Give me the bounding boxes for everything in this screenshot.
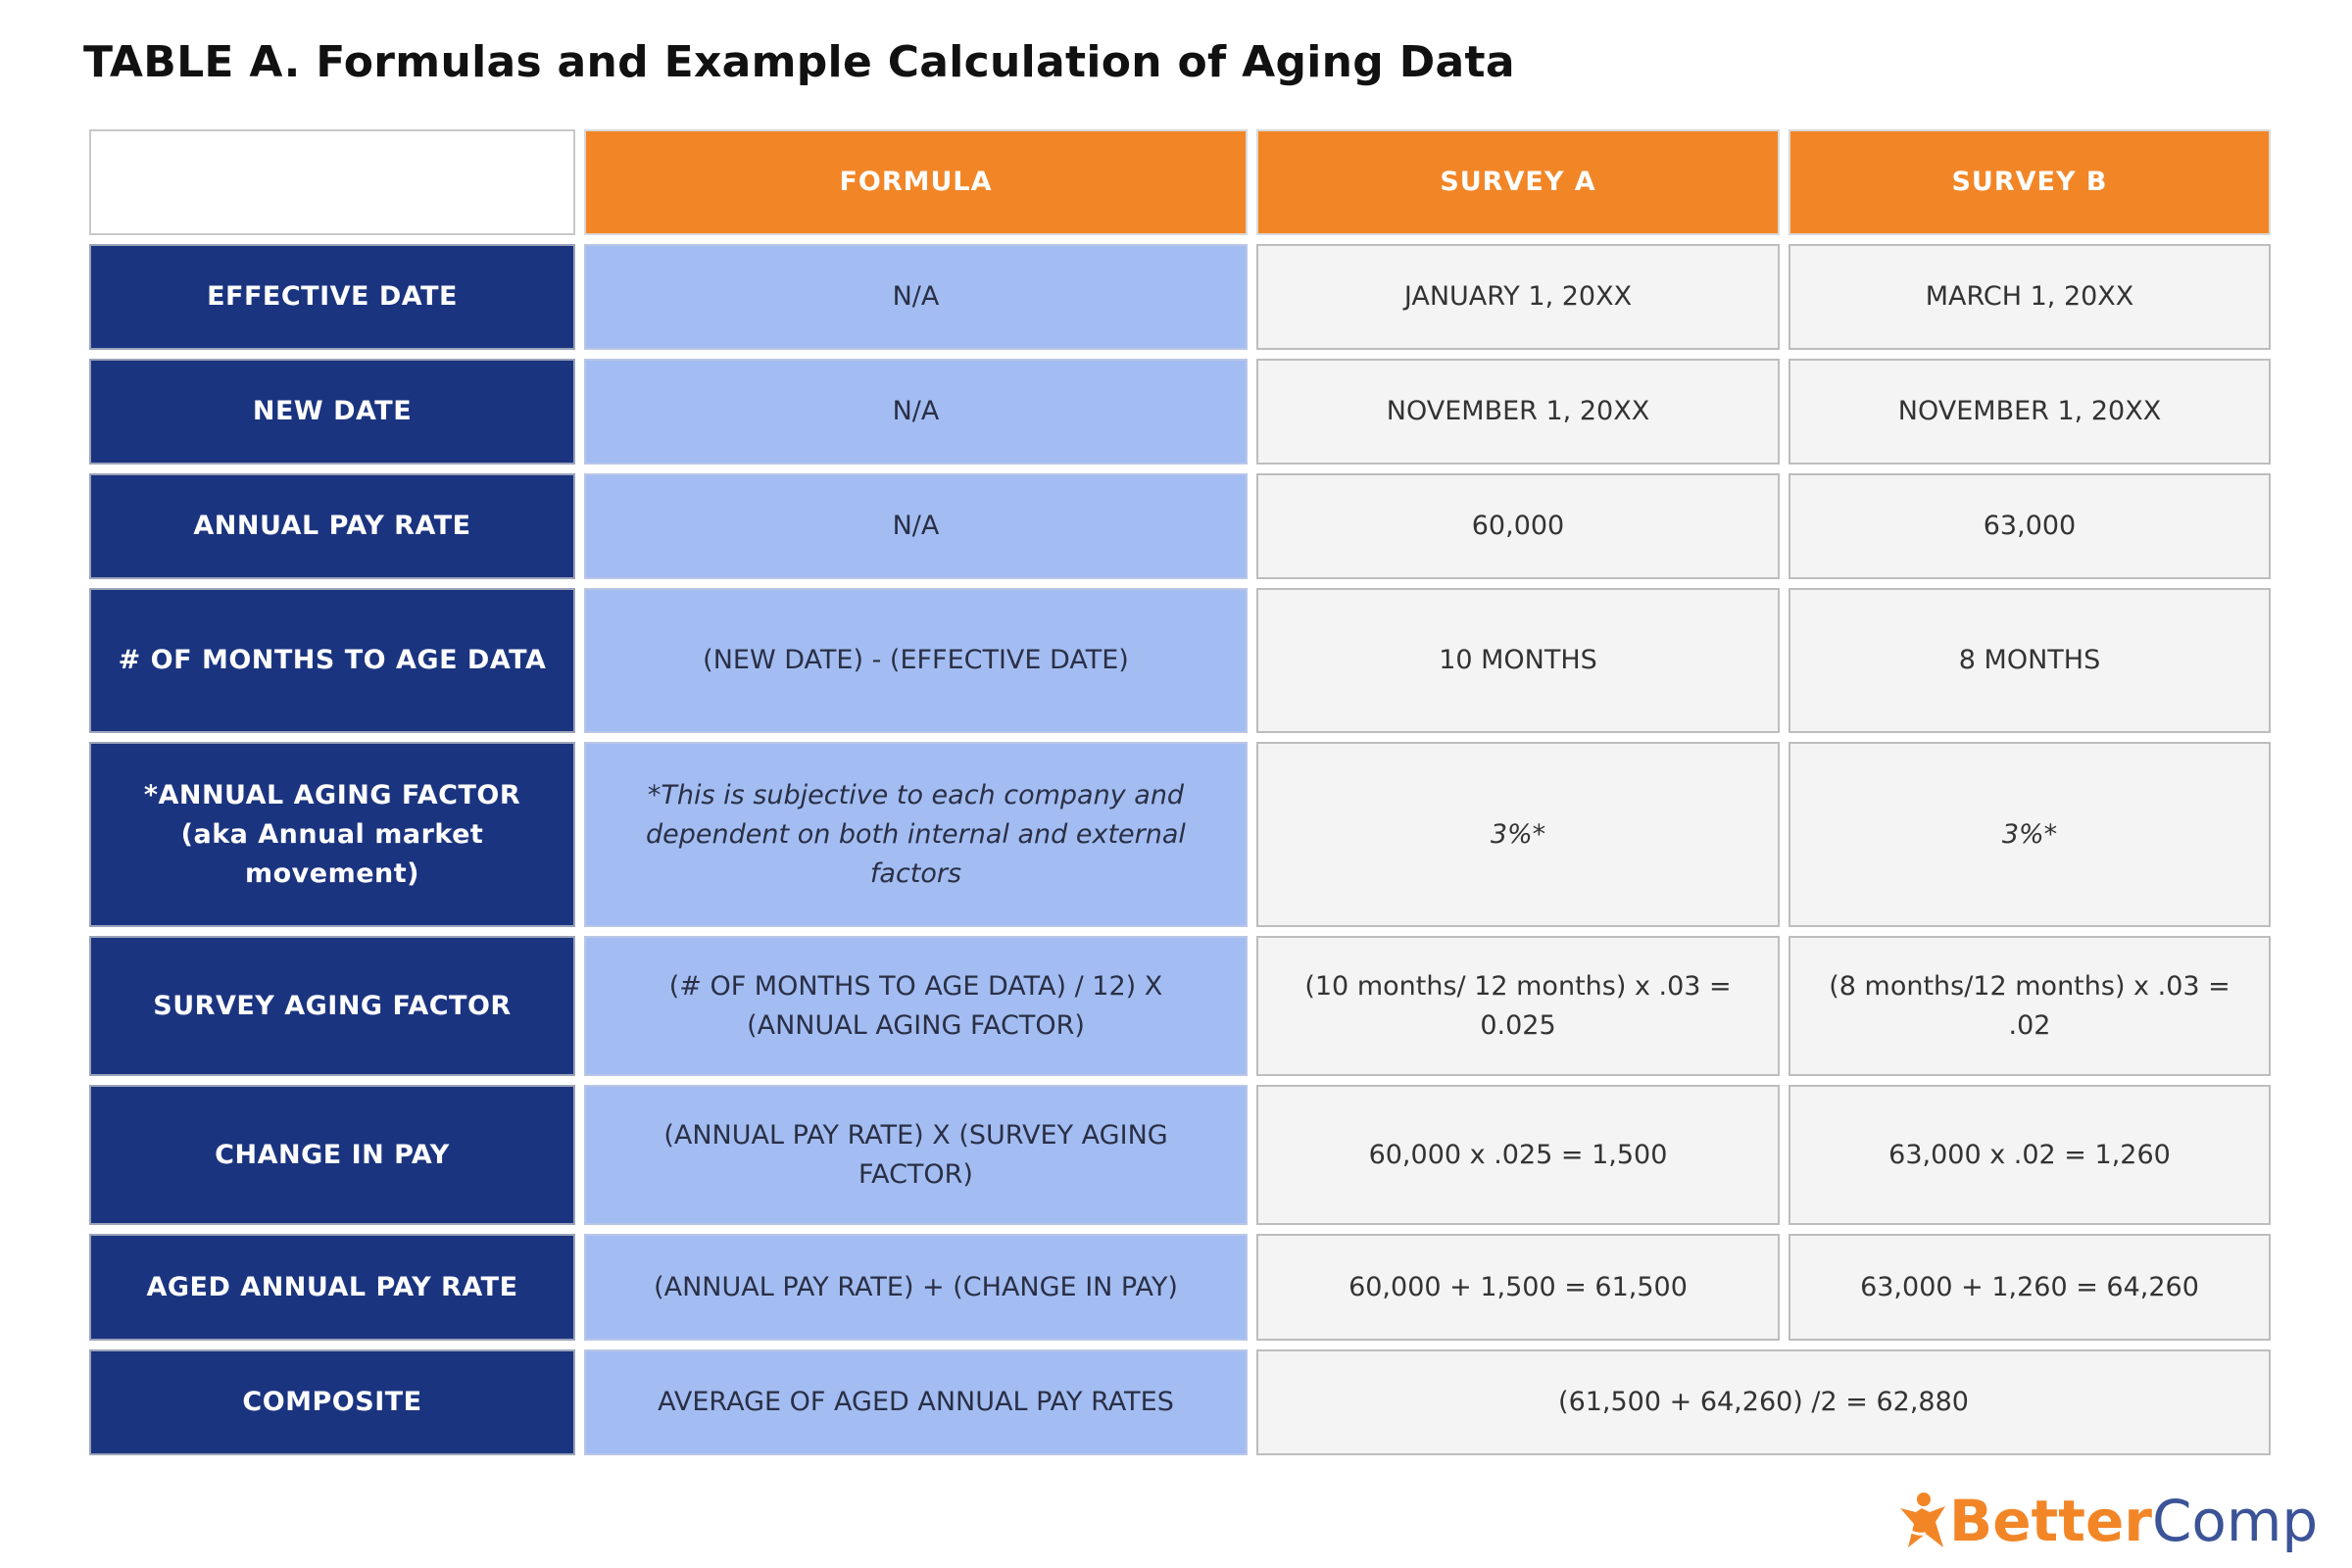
- survey-a-cell: NOVEMBER 1, 20XX: [1256, 359, 1780, 465]
- header-formula: FORMULA: [584, 129, 1248, 235]
- logo-text-comp: Comp: [2151, 1488, 2319, 1554]
- table-title: TABLE A. Formulas and Example Calculatio…: [83, 37, 1515, 87]
- formula-cell: (ANNUAL PAY RATE) + (CHANGE IN PAY): [584, 1234, 1248, 1341]
- row-label: AGED ANNUAL PAY RATE: [89, 1234, 575, 1341]
- survey-b-cell: MARCH 1, 20XX: [1788, 244, 2271, 350]
- formula-cell: N/A: [584, 473, 1248, 579]
- formula-cell: N/A: [584, 244, 1248, 350]
- survey-b-cell: 63,000 x .02 = 1,260: [1788, 1085, 2271, 1225]
- survey-b-cell: (8 months/12 months) x .03 = .02: [1788, 936, 2271, 1076]
- formula-cell: (# OF MONTHS TO AGE DATA) / 12) X (ANNUA…: [584, 936, 1248, 1076]
- survey-a-cell: 60,000 + 1,500 = 61,500: [1256, 1234, 1780, 1341]
- aging-data-table: FORMULA SURVEY A SURVEY B EFFECTIVE DATE…: [80, 121, 2279, 1464]
- logo-text-better: Better: [1949, 1488, 2152, 1554]
- table-row: SURVEY AGING FACTOR (# OF MONTHS TO AGE …: [89, 936, 2271, 1076]
- table-row: CHANGE IN PAY (ANNUAL PAY RATE) X (SURVE…: [89, 1085, 2271, 1225]
- composite-result-cell: (61,500 + 64,260) /2 = 62,880: [1256, 1349, 2271, 1455]
- table-row: EFFECTIVE DATE N/A JANUARY 1, 20XX MARCH…: [89, 244, 2271, 350]
- survey-b-cell: 63,000: [1788, 473, 2271, 579]
- table-row: ANNUAL PAY RATE N/A 60,000 63,000: [89, 473, 2271, 579]
- bettercomp-logo: Better Comp: [1896, 1488, 2318, 1554]
- survey-b-cell: 3%*: [1788, 742, 2271, 927]
- survey-b-cell: 63,000 + 1,260 = 64,260: [1788, 1234, 2271, 1341]
- survey-a-cell: (10 months/ 12 months) x .03 = 0.025: [1256, 936, 1780, 1076]
- table-row: NEW DATE N/A NOVEMBER 1, 20XX NOVEMBER 1…: [89, 359, 2271, 465]
- row-label: COMPOSITE: [89, 1349, 575, 1455]
- star-person-icon: [1900, 1493, 1945, 1547]
- table-row: *ANNUAL AGING FACTOR (aka Annual market …: [89, 742, 2271, 927]
- header-row: FORMULA SURVEY A SURVEY B: [89, 129, 2271, 235]
- formula-cell: (ANNUAL PAY RATE) X (SURVEY AGING FACTOR…: [584, 1085, 1248, 1225]
- survey-a-cell: 10 MONTHS: [1256, 588, 1780, 733]
- survey-a-cell: JANUARY 1, 20XX: [1256, 244, 1780, 350]
- header-survey-a: SURVEY A: [1256, 129, 1780, 235]
- formula-cell: *This is subjective to each company and …: [584, 742, 1248, 927]
- row-label: # OF MONTHS TO AGE DATA: [89, 588, 575, 733]
- formula-cell: (NEW DATE) - (EFFECTIVE DATE): [584, 588, 1248, 733]
- survey-a-cell: 60,000: [1256, 473, 1780, 579]
- survey-a-cell: 3%*: [1256, 742, 1780, 927]
- survey-b-cell: NOVEMBER 1, 20XX: [1788, 359, 2271, 465]
- row-label: NEW DATE: [89, 359, 575, 465]
- row-label: CHANGE IN PAY: [89, 1085, 575, 1225]
- table-row: AGED ANNUAL PAY RATE (ANNUAL PAY RATE) +…: [89, 1234, 2271, 1341]
- survey-a-cell: 60,000 x .025 = 1,500: [1256, 1085, 1780, 1225]
- formula-cell: AVERAGE OF AGED ANNUAL PAY RATES: [584, 1349, 1248, 1455]
- table-row: COMPOSITE AVERAGE OF AGED ANNUAL PAY RAT…: [89, 1349, 2271, 1455]
- row-label: *ANNUAL AGING FACTOR (aka Annual market …: [89, 742, 575, 927]
- header-survey-b: SURVEY B: [1788, 129, 2271, 235]
- header-blank-cell: [89, 129, 575, 235]
- row-label: EFFECTIVE DATE: [89, 244, 575, 350]
- formula-cell: N/A: [584, 359, 1248, 465]
- row-label: ANNUAL PAY RATE: [89, 473, 575, 579]
- row-label: SURVEY AGING FACTOR: [89, 936, 575, 1076]
- survey-b-cell: 8 MONTHS: [1788, 588, 2271, 733]
- table-row: # OF MONTHS TO AGE DATA (NEW DATE) - (EF…: [89, 588, 2271, 733]
